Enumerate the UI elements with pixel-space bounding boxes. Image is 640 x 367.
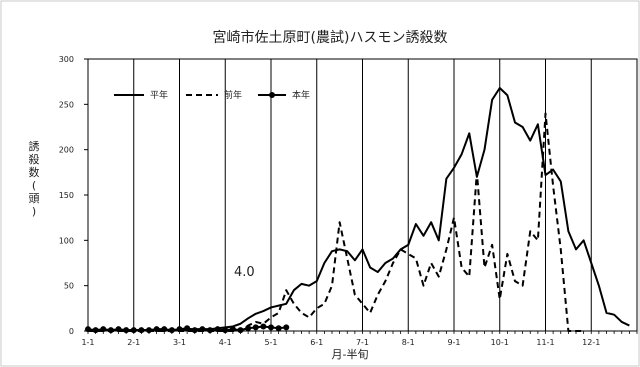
y-tick-label: 300	[59, 55, 74, 64]
legend-label-honnen: 本年	[292, 89, 310, 101]
series-point	[85, 326, 91, 333]
x-axis-title: 月-半旬	[332, 347, 369, 361]
legend: 平年 前年 本年	[114, 89, 310, 101]
grid-lines	[133, 59, 592, 331]
y-axis-title: 誘殺数(頭)	[29, 140, 40, 218]
series-point	[176, 326, 183, 333]
series-point	[168, 327, 175, 334]
x-axis: 1-1 2-1 3-1 4-1 5-1 6-1 7-1 8-1 9-1 10-1 11-1 12-1	[81, 331, 638, 347]
series-point	[130, 327, 137, 334]
x-tick-label: 9-1	[447, 338, 460, 347]
annotation-label: 4.0	[234, 265, 255, 280]
y-tick-label: 150	[59, 191, 74, 200]
chart-title: 宮崎市佐土原町(農試)ハスモン誘殺数	[213, 29, 448, 46]
y-tick-label: 250	[59, 100, 74, 109]
x-tick-label: 3-1	[173, 338, 186, 347]
legend-marker-honnen	[269, 92, 275, 98]
x-tick-label: 7-1	[356, 338, 369, 347]
y-tick-label: 200	[59, 146, 74, 155]
x-tick-label: 4-1	[219, 338, 232, 347]
series-point	[100, 326, 107, 333]
legend-label-zennen: 前年	[224, 89, 242, 101]
series-point	[153, 326, 160, 333]
x-tick-label: 8-1	[402, 338, 415, 347]
series-point	[123, 327, 130, 334]
series-point	[92, 327, 99, 334]
x-tick-label: 1-1	[81, 338, 94, 347]
series-point	[222, 327, 229, 334]
series-point	[115, 326, 122, 333]
x-tick-label: 12-1	[582, 338, 600, 347]
legend-label-heinen: 平年	[150, 89, 168, 101]
series-point	[207, 327, 213, 334]
series-point	[184, 325, 191, 332]
y-tick-label: 50	[64, 282, 74, 291]
series-point	[275, 325, 282, 332]
x-tick-label: 5-1	[264, 338, 277, 347]
series-point	[191, 327, 198, 334]
series-point	[260, 323, 267, 330]
y-tick-label: 0	[69, 327, 74, 336]
series-point	[161, 326, 168, 333]
series-point	[252, 324, 259, 331]
x-tick-label: 2-1	[127, 338, 140, 347]
series-point	[283, 324, 290, 331]
series-point	[107, 327, 114, 334]
x-tick-label: 11-1	[536, 338, 554, 347]
series-point	[138, 327, 145, 334]
series-point	[268, 324, 274, 331]
series-point	[229, 326, 236, 333]
x-tick-label: 10-1	[491, 338, 509, 347]
y-tick-label: 100	[59, 236, 74, 245]
series-point	[245, 325, 252, 332]
y-axis: 0 50 100 150 200 250 300	[59, 55, 88, 336]
x-tick-label: 6-1	[310, 338, 323, 347]
series-point	[214, 326, 221, 333]
series-point	[237, 327, 244, 334]
series-point	[199, 326, 206, 333]
series-point	[146, 327, 152, 334]
series-layer	[85, 87, 630, 334]
